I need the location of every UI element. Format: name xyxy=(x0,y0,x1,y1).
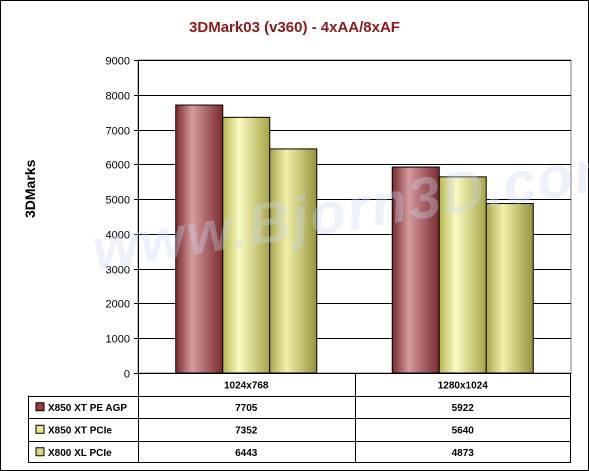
data-table-value: 7705 xyxy=(235,403,258,414)
legend-label: X850 XT PCIe xyxy=(48,425,112,436)
x-category-label: 1024x768 xyxy=(224,380,269,391)
data-table-value: 5640 xyxy=(452,425,475,436)
legend-label: X850 XT PE AGP xyxy=(48,403,127,414)
y-tick-label: 2000 xyxy=(106,299,130,311)
x-category-label: 1280x1024 xyxy=(438,380,488,391)
y-tick-label: 0 xyxy=(124,369,130,381)
y-tick-label: 7000 xyxy=(106,126,130,138)
legend-label: X800 XL PCIe xyxy=(48,448,112,459)
data-table-value: 5922 xyxy=(452,403,475,414)
bar-1-1280x1024 xyxy=(391,166,440,374)
y-tick-label: 8000 xyxy=(106,91,130,103)
y-tick-label: 9000 xyxy=(106,56,130,68)
legend-swatch xyxy=(35,447,45,457)
bar-1-1024x768 xyxy=(175,104,224,374)
y-tick-label: 5000 xyxy=(106,195,130,207)
y-tick-label: 6000 xyxy=(106,160,130,172)
bar-3-1024x768 xyxy=(269,148,318,374)
bar-2-1280x1024 xyxy=(438,176,487,374)
bar-2-1024x768 xyxy=(222,116,271,374)
legend-swatch xyxy=(35,424,45,434)
y-tick-label: 4000 xyxy=(106,230,130,242)
data-table-value: 7352 xyxy=(235,425,258,436)
data-table-value: 6443 xyxy=(235,448,258,459)
y-tick-label: 1000 xyxy=(106,334,130,346)
y-tick-label: 3000 xyxy=(106,265,130,277)
legend-swatch xyxy=(35,402,45,412)
bar-3-1280x1024 xyxy=(485,203,534,374)
chart-title: 3DMark03 (v360) - 4xAA/8xAF xyxy=(189,19,400,36)
data-table-value: 4873 xyxy=(452,448,475,459)
